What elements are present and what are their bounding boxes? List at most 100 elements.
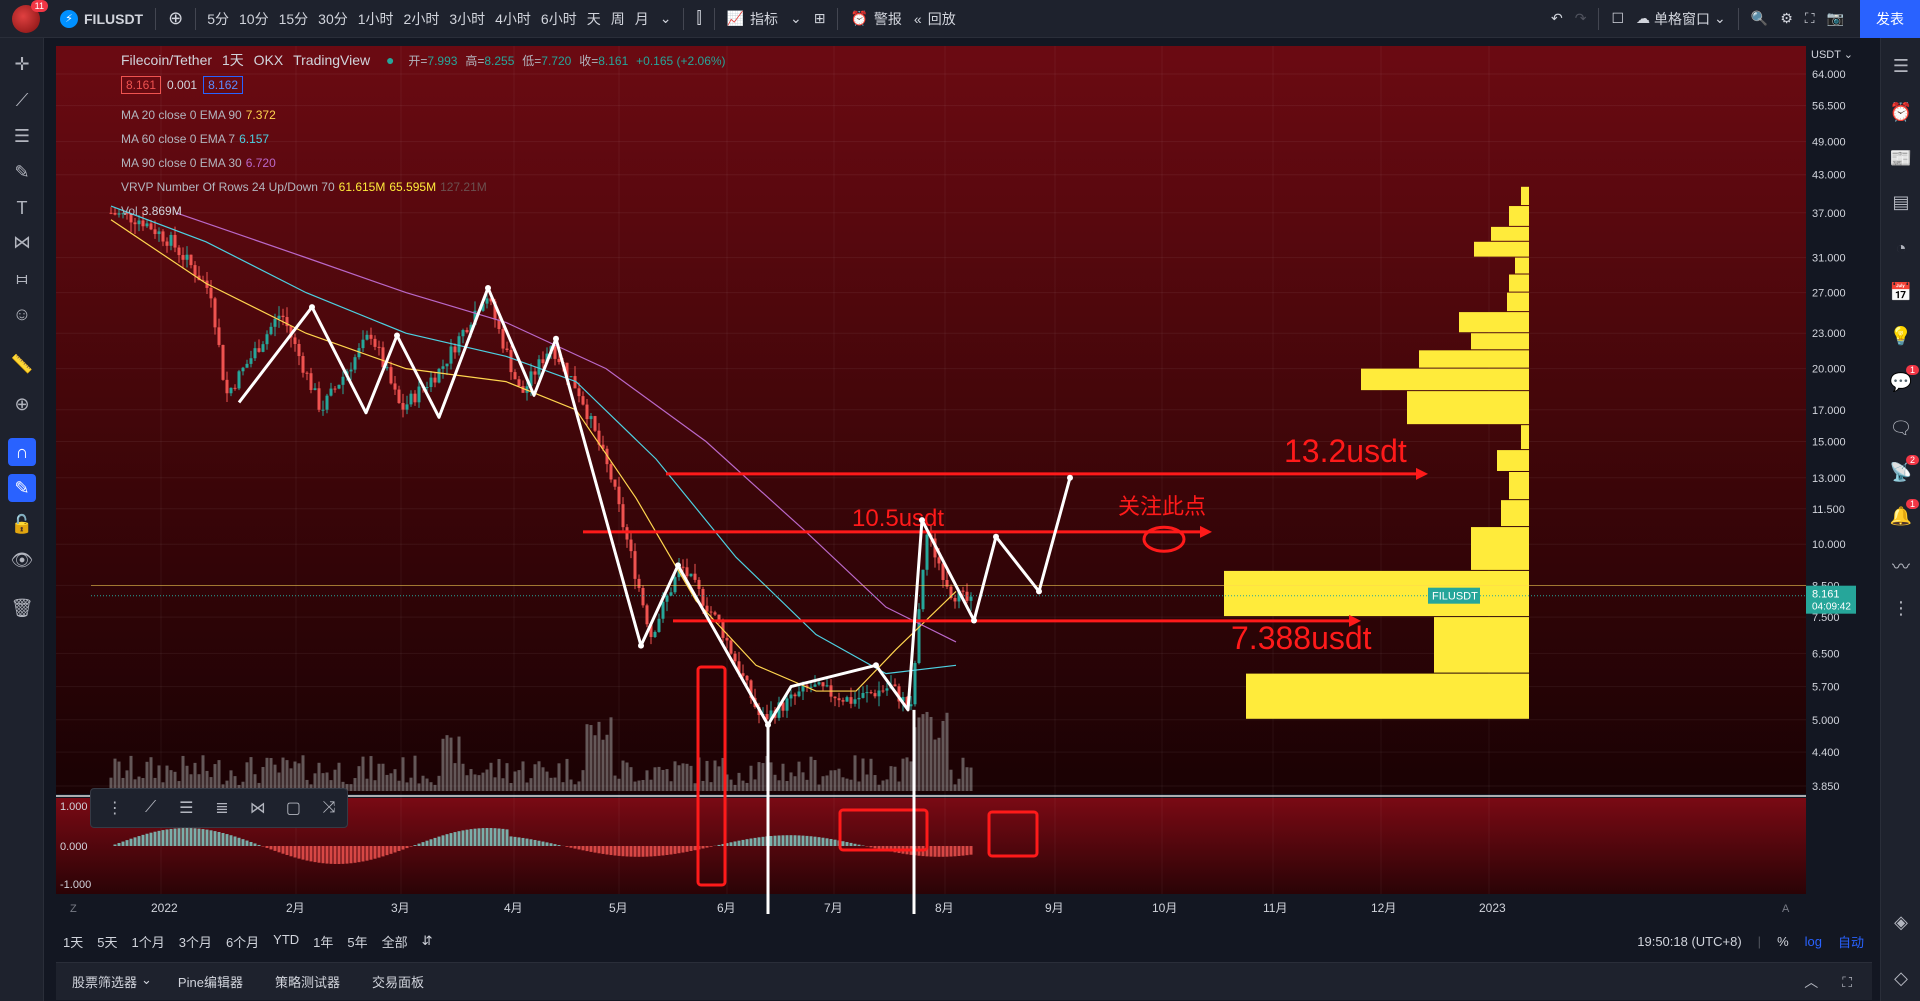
maximize-icon[interactable]: ⛶ (1842, 973, 1852, 990)
auto-toggle[interactable]: 自动 (1837, 934, 1864, 950)
data-window-icon[interactable]: ▤ (1892, 191, 1910, 212)
zoom-in-icon[interactable]: ⊕ (14, 393, 30, 414)
chevron-down-icon[interactable]: ⌄ (141, 972, 152, 987)
lock-icon[interactable]: 🔓 (10, 513, 34, 534)
percent-toggle[interactable]: % (1777, 933, 1789, 949)
text-icon[interactable]: T (16, 197, 28, 218)
candle-body (425, 386, 429, 388)
prediction-icon[interactable]: ⧦ (16, 267, 28, 288)
currency-selector[interactable]: USDT ⌄ (1811, 49, 1854, 61)
lightbulb-icon[interactable]: 💡 (1889, 325, 1913, 346)
clock-time[interactable]: 19:50:18 (UTC+8) (1637, 933, 1742, 949)
clock-icon[interactable]: ◔ (1895, 237, 1907, 258)
trend-line-icon[interactable]: ⟋ (15, 89, 29, 110)
trend-line-icon[interactable]: ⟋ (144, 799, 157, 816)
timeframe-3[interactable]: 30分 (318, 10, 348, 27)
timeframe-0[interactable]: 5分 (207, 10, 229, 27)
search-icon[interactable]: 🔍 (1750, 10, 1769, 26)
magnet-icon[interactable]: ∩ (8, 438, 36, 466)
range-2[interactable]: 1个月 (131, 934, 165, 950)
messages-icon[interactable]: 🗨 (1889, 417, 1913, 438)
timeframe-5[interactable]: 2小时 (403, 10, 440, 27)
stay-drawing-icon[interactable]: ✎ (8, 474, 36, 502)
bell-icon[interactable]: 🔔 1 (1887, 499, 1919, 530)
layout-square-icon[interactable]: ☐ (1611, 10, 1625, 26)
fullscreen-icon[interactable]: ⛶ (1804, 10, 1815, 26)
chat-icon[interactable]: 💬 1 (1887, 365, 1919, 396)
candle-type-icon[interactable]: ⫿ (696, 9, 702, 27)
camera-icon[interactable]: 📷 (1826, 10, 1844, 26)
symbol-search[interactable]: ⚡ FILUSDT (54, 0, 149, 38)
bid-price[interactable]: 8.161 (121, 76, 162, 94)
timeframe-1[interactable]: 10分 (239, 10, 269, 27)
alarm-clock-icon[interactable]: ⏰ (1889, 101, 1913, 122)
pattern-icon[interactable]: ⋈ (13, 231, 31, 252)
zigzag-vertex (485, 284, 491, 291)
chevron-down-icon[interactable]: ⌄ (790, 10, 802, 26)
layers-icon[interactable]: ◈ (1894, 911, 1908, 932)
timeframe-9[interactable]: 天 (586, 10, 601, 27)
gear-icon[interactable]: ⚙ (1780, 10, 1793, 26)
horizontal-lines-icon[interactable]: ☰ (179, 800, 194, 817)
emoji-icon[interactable]: ☺ (12, 303, 32, 324)
timeframe-8[interactable]: 6小时 (540, 10, 577, 27)
footer-tab-3[interactable]: 交易面板 (371, 975, 424, 990)
volume-bar (585, 724, 589, 791)
timeframe-2[interactable]: 15分 (278, 10, 309, 27)
publish-button[interactable]: 发表 (1860, 0, 1920, 38)
goto-date-icon[interactable]: ⇵ (421, 933, 433, 948)
timeframe-10[interactable]: 周 (610, 10, 625, 27)
chart-area[interactable]: 64.000 56.500 49.000 43.000 37.000 31.000 27.0… (56, 46, 1872, 914)
path-icon[interactable]: ⤨ (322, 799, 336, 816)
templates-icon[interactable]: ⊞ (813, 10, 826, 26)
range-5[interactable]: YTD (273, 931, 300, 947)
dom-icon[interactable]: ⋮ (1892, 597, 1910, 618)
range-8[interactable]: 全部 (381, 934, 408, 950)
eye-icon[interactable]: 👁 (10, 549, 34, 570)
redo-icon[interactable]: ↷ (1574, 10, 1587, 26)
footer-layers-icon[interactable]: ◇ (1894, 967, 1908, 988)
user-avatar[interactable]: 11 (12, 0, 48, 33)
timeframe-6[interactable]: 3小时 (449, 10, 486, 27)
range-6[interactable]: 1年 (313, 934, 334, 950)
chevron-up-icon[interactable]: ︿ (1804, 973, 1819, 990)
timeframe-4[interactable]: 1小时 (357, 10, 394, 27)
drag-handle-icon[interactable]: ⋮ (106, 800, 123, 817)
trend-icon[interactable]: 〰 (1892, 557, 1910, 577)
candle-body (553, 346, 557, 359)
add-symbol-icon[interactable]: ⊕ (168, 8, 184, 28)
timeframe-7[interactable]: 4小时 (495, 10, 531, 27)
chevron-down-icon[interactable]: ⌄ (659, 10, 672, 26)
range-0[interactable]: 1天 (63, 934, 84, 950)
undo-icon[interactable]: ↶ (1550, 10, 1563, 26)
channel-icon[interactable]: ≣ (215, 800, 229, 817)
stream-icon[interactable]: 📡 2 (1887, 455, 1919, 486)
fib-retracement-icon[interactable]: ☰ (13, 125, 31, 146)
alert-button[interactable]: ⏰ 警报 (844, 0, 907, 38)
brush-icon[interactable]: ✎ (14, 161, 30, 182)
watchlist-icon[interactable]: ☰ (1892, 55, 1910, 76)
footer-tab-2[interactable]: 策略测试器 (274, 975, 340, 990)
replay-button[interactable]: « 回放 (908, 0, 962, 38)
news-icon[interactable]: 📰 (1889, 147, 1913, 168)
price-chart[interactable]: 64.000 56.500 49.000 43.000 37.000 31.000 27.0… (56, 46, 1872, 914)
range-7[interactable]: 5年 (347, 934, 368, 950)
ruler-icon[interactable]: 📏 (10, 353, 34, 374)
calendar-icon[interactable]: 📅 (1889, 281, 1913, 302)
log-toggle[interactable]: log (1804, 933, 1822, 949)
footer-tab-0[interactable]: 股票筛选器 (72, 975, 138, 990)
timeframe-11[interactable]: 月 (634, 10, 649, 27)
range-1[interactable]: 5天 (97, 934, 118, 950)
range-3[interactable]: 3个月 (178, 934, 212, 950)
trash-icon[interactable]: 🗑 (10, 597, 34, 618)
range-4[interactable]: 6个月 (225, 934, 260, 950)
footer-tab-1[interactable]: Pine编辑器 (177, 975, 243, 990)
volume-bar (617, 778, 621, 791)
rectangle-icon[interactable]: ▢ (285, 800, 302, 817)
pattern-icon[interactable]: ⋈ (249, 800, 266, 817)
indicators-button[interactable]: 📈 指标 (721, 0, 784, 38)
macd-bar (745, 839, 749, 846)
ask-price[interactable]: 8.162 (203, 76, 244, 94)
crosshair-icon[interactable]: ✛ (14, 53, 30, 74)
layout-button[interactable]: ☁ 单格窗口 ⌄ (1630, 0, 1732, 38)
